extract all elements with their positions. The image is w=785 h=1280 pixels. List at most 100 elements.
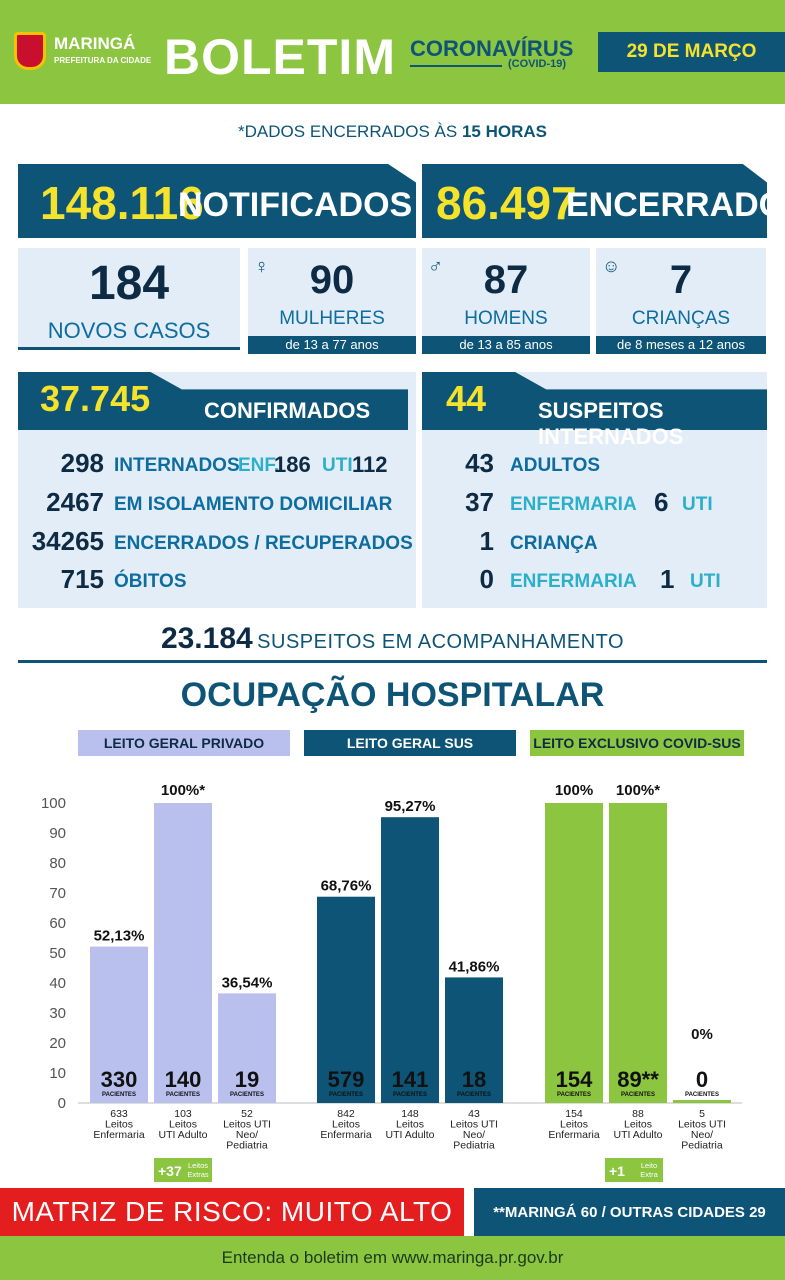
footer-bar: [0, 1236, 785, 1280]
bar: [90, 946, 148, 1103]
extra-beds-value: +37: [158, 1163, 182, 1179]
bar-patients-label: PACIENTES: [393, 1092, 427, 1098]
category-label: UTI Adulto: [385, 1129, 434, 1141]
enf-label: ENF.: [238, 455, 280, 476]
recovered-label: ENCERRADOS / RECUPERADOS: [114, 533, 413, 554]
category-label: Pediatria: [453, 1140, 495, 1152]
women-range: de 13 a 77 anos: [248, 336, 416, 354]
bar-patients-value: 141: [392, 1067, 429, 1092]
y-tick-label: 80: [49, 855, 66, 872]
adults-value: 43: [465, 448, 494, 478]
category-label: Leitos: [396, 1119, 424, 1131]
section-divider: [18, 660, 767, 663]
bar: [317, 896, 375, 1103]
child-icon: ☺: [602, 256, 621, 276]
bar-percent-label: 52,13%: [94, 928, 145, 945]
isolation-label: EM ISOLAMENTO DOMICILIAR: [114, 494, 393, 515]
bulletin-title: BOLETIM: [164, 29, 396, 85]
closed-banner: [422, 164, 767, 238]
confirmed-label: CONFIRMADOS: [204, 398, 371, 423]
category-label: Leitos: [624, 1119, 652, 1131]
man-icon: ♂: [428, 256, 443, 278]
bar-patients-value: 579: [328, 1067, 365, 1092]
cities-note-banner: **MARINGÁ 60 / OUTRAS CIDADES 29: [474, 1188, 785, 1236]
bar-patients-label: PACIENTES: [685, 1092, 719, 1098]
cities-note: **MARINGÁ 60 / OUTRAS CIDADES 29: [493, 1203, 766, 1221]
hospital-occupancy-chart: 010203040506070809010052,13%330PACIENTES…: [41, 782, 742, 1182]
y-tick-label: 50: [49, 945, 66, 962]
monitoring-line: 23.184 SUSPEITOS EM ACOMPANHAMENTO: [0, 622, 785, 656]
bar-patients-value: 18: [462, 1067, 486, 1092]
bar-percent-label: 41,86%: [449, 958, 500, 975]
city-subtitle: PREFEITURA DA CIDADE: [54, 56, 152, 65]
bar: [381, 817, 439, 1103]
child-enf-value: 0: [479, 564, 494, 594]
y-tick-label: 100: [41, 795, 66, 812]
y-tick-label: 20: [49, 1035, 66, 1052]
extra-beds-label: Leito: [641, 1161, 657, 1170]
category-label: 842: [337, 1108, 355, 1120]
y-tick-label: 30: [49, 1005, 66, 1022]
men-value: 87: [483, 258, 529, 302]
category-label: UTI Adulto: [158, 1129, 207, 1141]
notified-banner: [18, 164, 416, 238]
topic-title: CORONAVÍRUS: [410, 36, 574, 61]
monitoring-label: SUSPEITOS EM ACOMPANHAMENTO: [257, 631, 625, 653]
new-cases-label: NOVOS CASOS: [47, 318, 211, 343]
adults-label: ADULTOS: [510, 455, 601, 476]
uti-value: 112: [352, 452, 388, 477]
closed-value: 86.497: [436, 177, 577, 229]
men-label: HOMENS: [464, 308, 548, 329]
y-tick-label: 90: [49, 825, 66, 842]
extra-beds-label: Extra: [640, 1170, 658, 1179]
footer-text: Entenda o boletim em www.maringa.pr.gov.…: [221, 1248, 564, 1267]
bar-patients-value: 330: [101, 1067, 138, 1092]
children-label: CRIANÇAS: [631, 308, 731, 329]
category-label: 43: [468, 1108, 480, 1120]
category-label: Neo/: [691, 1129, 713, 1141]
child-label: CRIANÇA: [510, 533, 598, 554]
bar: [609, 803, 667, 1103]
city-name: MARINGÁ: [54, 34, 136, 53]
y-tick-label: 0: [58, 1095, 66, 1112]
category-label: Enfermaria: [93, 1129, 145, 1141]
risk-banner: MATRIZ DE RISCO: MUITO ALTO: [0, 1188, 464, 1236]
y-tick-label: 40: [49, 975, 66, 992]
category-label: 633: [110, 1108, 128, 1120]
bar-patients-label: PACIENTES: [329, 1092, 363, 1098]
bar-patients-value: 140: [165, 1067, 202, 1092]
new-cases-card: [18, 248, 240, 350]
bar-percent-label: 100%: [555, 782, 593, 799]
child-uti-value: 1: [660, 564, 675, 594]
bar-patients-value: 89**: [617, 1067, 659, 1092]
recovered-value: 34265: [31, 526, 104, 556]
topic-subtitle: (COVID-19): [508, 58, 567, 70]
y-tick-label: 70: [49, 885, 66, 902]
category-label: Leitos: [169, 1119, 197, 1131]
category-label: 148: [401, 1108, 419, 1120]
woman-icon: ♀: [254, 256, 269, 278]
category-label: Leitos UTI: [450, 1119, 498, 1131]
extra-beds-label: Leitos: [188, 1161, 208, 1170]
category-label: 88: [632, 1108, 644, 1120]
bar-percent-label: 68,76%: [321, 878, 372, 895]
men-range: de 13 a 85 anos: [422, 336, 590, 354]
suspects-value: 44: [446, 378, 487, 419]
maringa-crest-icon: [14, 32, 46, 70]
extra-beds-badge: [154, 1158, 212, 1182]
adult-uti-label: UTI: [682, 494, 713, 515]
adult-enf-label: ENFERMARIA: [510, 494, 637, 515]
adult-uti-value: 6: [654, 487, 669, 517]
category-label: Pediatria: [681, 1140, 723, 1152]
category-label: UTI Adulto: [613, 1129, 662, 1141]
bar-patients-label: PACIENTES: [102, 1092, 136, 1098]
women-card: [248, 248, 416, 336]
children-value: 7: [669, 258, 693, 302]
bar-patients-label: PACIENTES: [166, 1092, 200, 1098]
enf-value: 186: [274, 452, 311, 477]
topic-divider: [410, 65, 502, 67]
monitoring-value: 23.184: [160, 622, 253, 655]
bar-percent-label: 100%*: [616, 782, 660, 799]
bar-percent-label: 36,54%: [222, 974, 273, 991]
bar-percent-label: 95,27%: [385, 798, 436, 815]
